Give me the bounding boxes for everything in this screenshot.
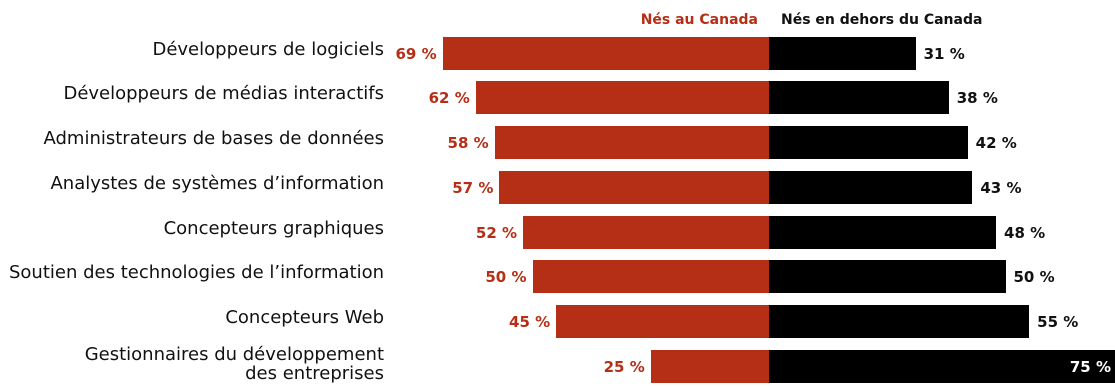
value-label-born-outside-canada: 50 % bbox=[1013, 268, 1055, 286]
bar-born-outside-canada bbox=[769, 126, 968, 159]
value-label-born-in-canada: 69 % bbox=[395, 45, 437, 63]
bar-born-outside-canada bbox=[769, 350, 1115, 383]
value-label-born-outside-canada: 48 % bbox=[1004, 224, 1046, 242]
bar-born-outside-canada bbox=[769, 81, 949, 114]
category-label: Analystes de systèmes d’information bbox=[50, 173, 384, 194]
legend-outside-canada: Nés en dehors du Canada bbox=[781, 12, 983, 28]
bar-born-in-canada bbox=[532, 260, 769, 293]
category-label: Concepteurs Web bbox=[225, 307, 384, 328]
bar-born-outside-canada bbox=[769, 216, 997, 249]
bar-born-in-canada bbox=[499, 171, 769, 204]
value-label-born-in-canada: 45 % bbox=[509, 313, 551, 331]
value-label-born-outside-canada: 43 % bbox=[980, 179, 1022, 197]
legend-canada: Nés au Canada bbox=[640, 12, 758, 28]
bar-born-outside-canada bbox=[769, 37, 916, 70]
value-label-born-in-canada: 25 % bbox=[603, 358, 645, 376]
bar-born-in-canada bbox=[475, 81, 769, 114]
value-label-born-in-canada: 62 % bbox=[428, 89, 470, 107]
bar-born-in-canada bbox=[494, 126, 769, 159]
category-label: Concepteurs graphiques bbox=[163, 218, 384, 239]
bar-born-outside-canada bbox=[769, 260, 1006, 293]
bar-born-in-canada bbox=[556, 305, 769, 338]
value-label-born-in-canada: 52 % bbox=[475, 224, 518, 242]
value-label-born-in-canada: 58 % bbox=[447, 134, 489, 152]
value-label-born-in-canada: 50 % bbox=[485, 268, 527, 286]
value-label-born-outside-canada: 42 % bbox=[975, 134, 1017, 152]
bar-born-outside-canada bbox=[769, 171, 973, 204]
category-label: Administrateurs de bases de données bbox=[43, 128, 384, 149]
bar-born-outside-canada bbox=[769, 305, 1030, 338]
category-label: Développeurs de logiciels bbox=[152, 39, 384, 60]
bar-born-in-canada bbox=[442, 37, 769, 70]
category-label: Soutien des technologies de l’informatio… bbox=[8, 262, 384, 283]
value-label-born-outside-canada: 38 % bbox=[956, 89, 998, 107]
category-label: Développeurs de médias interactifs bbox=[63, 83, 384, 104]
value-label-born-outside-canada: 55 % bbox=[1037, 313, 1079, 331]
bar-born-in-canada bbox=[523, 216, 769, 249]
value-label-born-in-canada: 57 % bbox=[452, 179, 494, 197]
bar-born-in-canada bbox=[650, 350, 769, 383]
value-label-born-outside-canada: 75 % bbox=[1069, 358, 1111, 376]
value-label-born-outside-canada: 31 % bbox=[923, 45, 965, 63]
category-label: Gestionnaires du développement des entre… bbox=[84, 344, 384, 384]
